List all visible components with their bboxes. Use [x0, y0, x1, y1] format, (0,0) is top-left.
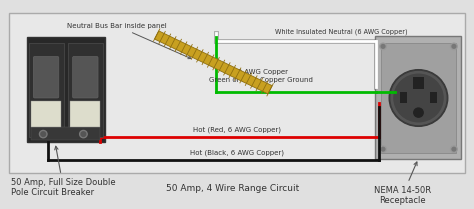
Text: Neutral Bus Bar inside panel: Neutral Bus Bar inside panel [67, 23, 191, 59]
FancyBboxPatch shape [381, 43, 456, 153]
FancyBboxPatch shape [73, 56, 98, 98]
Text: Hot (Black, 6 AWG Copper): Hot (Black, 6 AWG Copper) [190, 150, 284, 156]
FancyBboxPatch shape [9, 14, 465, 173]
FancyBboxPatch shape [430, 92, 437, 103]
Circle shape [389, 70, 448, 126]
Text: 10 AWG Copper
Green or Bare Copper Ground: 10 AWG Copper Green or Bare Copper Groun… [209, 69, 312, 83]
Text: Hot (Red, 6 AWG Copper): Hot (Red, 6 AWG Copper) [193, 127, 281, 133]
FancyBboxPatch shape [31, 127, 100, 140]
FancyBboxPatch shape [33, 56, 59, 98]
Circle shape [381, 45, 385, 48]
Circle shape [380, 43, 386, 50]
Circle shape [394, 74, 443, 122]
FancyBboxPatch shape [68, 43, 103, 137]
Circle shape [41, 132, 46, 136]
Circle shape [381, 147, 385, 151]
Text: 50 Amp, 4 Wire Range Circuit: 50 Amp, 4 Wire Range Circuit [165, 184, 299, 193]
FancyBboxPatch shape [27, 37, 105, 142]
FancyBboxPatch shape [28, 43, 64, 137]
Circle shape [451, 146, 457, 152]
FancyBboxPatch shape [413, 78, 424, 89]
Circle shape [451, 43, 457, 50]
Text: White Insulated Neutral (6 AWG Copper): White Insulated Neutral (6 AWG Copper) [275, 28, 407, 35]
Text: NEMA 14-50R
Receptacle: NEMA 14-50R Receptacle [374, 162, 431, 205]
Circle shape [391, 71, 446, 125]
Circle shape [81, 132, 86, 136]
Circle shape [452, 147, 456, 151]
FancyBboxPatch shape [70, 101, 100, 127]
Circle shape [380, 146, 386, 152]
Circle shape [39, 130, 47, 138]
Text: 50 Amp, Full Size Double
Pole Circuit Breaker: 50 Amp, Full Size Double Pole Circuit Br… [11, 146, 116, 197]
Circle shape [452, 45, 456, 48]
FancyBboxPatch shape [375, 36, 462, 159]
Circle shape [80, 130, 87, 138]
Circle shape [414, 108, 423, 117]
FancyBboxPatch shape [31, 101, 61, 127]
FancyBboxPatch shape [400, 92, 407, 103]
Polygon shape [155, 31, 272, 94]
